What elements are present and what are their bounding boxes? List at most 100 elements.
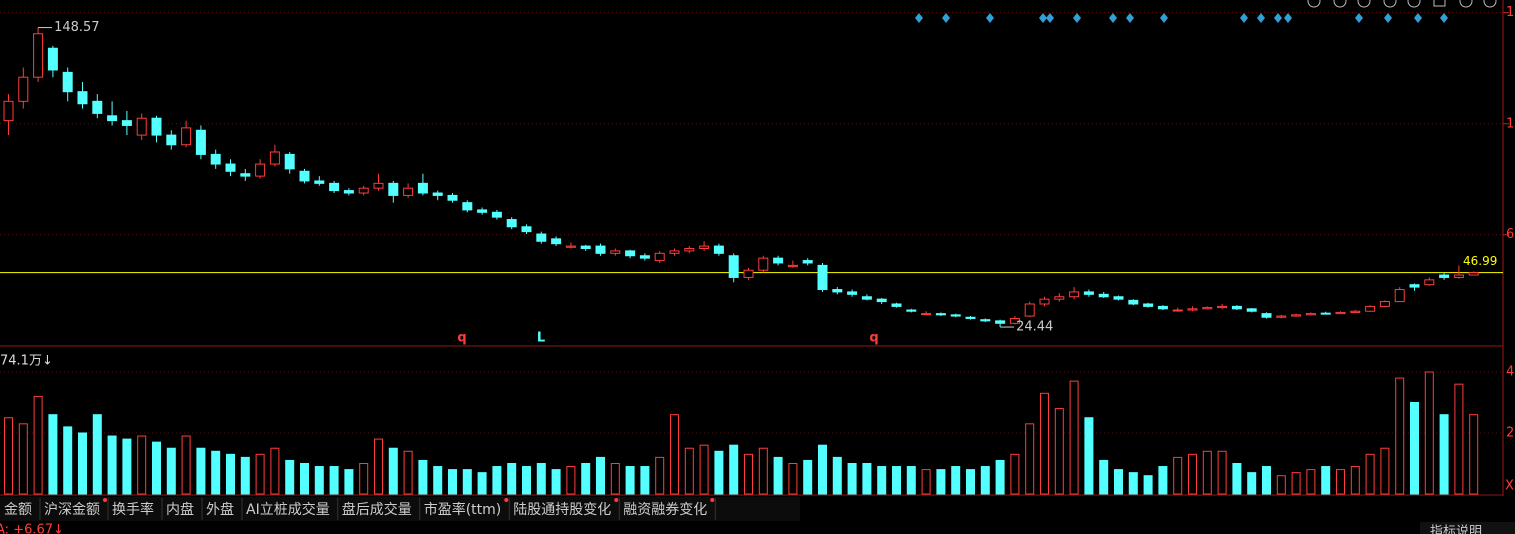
- tab-strip: [0, 497, 800, 521]
- candle-body: [625, 250, 636, 257]
- candle-body: [432, 192, 443, 196]
- candle-body: [77, 91, 88, 105]
- candle-body: [151, 117, 162, 136]
- candle-body: [1261, 313, 1272, 318]
- volume-bar: [314, 466, 324, 495]
- tab[interactable]: 金额: [4, 502, 32, 518]
- volume-bar: [1010, 453, 1020, 495]
- candle-body: [906, 309, 917, 312]
- tab-dot: [504, 498, 509, 502]
- volume-bar: [1410, 401, 1419, 495]
- candle-body: [314, 180, 325, 184]
- close-button[interactable]: X: [1505, 479, 1514, 494]
- indicator-value: A: +6.67↓: [0, 523, 64, 534]
- tab[interactable]: 沪深金额: [44, 502, 100, 518]
- volume-bar: [551, 469, 561, 495]
- tab[interactable]: 市盈率(ttm): [424, 501, 502, 518]
- toolbar-icons: [1307, 0, 1497, 8]
- candle-body: [107, 115, 118, 122]
- tab-dot: [710, 498, 715, 502]
- volume-bar: [625, 466, 635, 495]
- icon[interactable]: [1459, 0, 1473, 8]
- volume-bar: [462, 469, 472, 495]
- candle-body: [639, 255, 650, 259]
- signal-diamond: [1257, 13, 1265, 23]
- icon[interactable]: [1383, 0, 1397, 8]
- volume-bar: [936, 469, 946, 495]
- volume-bar: [980, 466, 990, 495]
- signal-diamond: [1126, 13, 1134, 23]
- candle-body: [240, 173, 251, 177]
- candle-body: [1083, 291, 1094, 295]
- candle-body: [1379, 301, 1390, 307]
- candle-body: [255, 163, 266, 177]
- volume-bar: [655, 456, 665, 495]
- volume-bar: [152, 441, 161, 495]
- volume-bar: [1247, 472, 1257, 495]
- volume-bar: [18, 423, 28, 495]
- icon[interactable]: [1307, 0, 1321, 8]
- candle-body: [995, 320, 1006, 324]
- volume-bar: [403, 450, 413, 495]
- signal-diamond: [1073, 13, 1081, 23]
- candle-body: [506, 219, 517, 228]
- candle-body: [1276, 315, 1287, 318]
- price-line-label: 46.99: [1463, 254, 1497, 268]
- tab[interactable]: 内盘: [166, 501, 194, 518]
- volume-bar: [433, 466, 443, 495]
- tab[interactable]: 换手率: [112, 501, 154, 518]
- tab[interactable]: 融资融券变化: [623, 502, 707, 518]
- candle-body: [699, 245, 710, 249]
- volume-bar: [33, 395, 43, 495]
- volume-bar: [906, 466, 916, 495]
- candle-body: [1305, 313, 1316, 316]
- icon[interactable]: [1333, 0, 1347, 8]
- tab[interactable]: AI立桩成交量: [246, 501, 330, 518]
- candle-body: [1468, 272, 1479, 276]
- candle-body: [935, 313, 946, 316]
- volume-bar: [137, 435, 147, 495]
- volume-bar: [536, 462, 546, 495]
- volume-bar: [951, 466, 961, 495]
- volume-bar: [1291, 472, 1301, 495]
- candle-body: [62, 71, 73, 93]
- volume-bar: [329, 466, 339, 495]
- volume-bar: [1054, 408, 1064, 495]
- volume-bar: [270, 447, 280, 495]
- tab[interactable]: 盘后成交量: [342, 501, 412, 518]
- signal-diamond: [1414, 13, 1422, 23]
- candle-body: [92, 100, 103, 114]
- y-tick-label: 6: [1506, 227, 1514, 242]
- tab[interactable]: 陆股通持股变化: [513, 502, 611, 518]
- icon[interactable]: [1407, 0, 1421, 8]
- tab[interactable]: 外盘: [206, 501, 234, 518]
- candle-body: [832, 289, 843, 293]
- volume-bar: [92, 414, 102, 495]
- candle-body: [284, 153, 295, 170]
- candle-body: [565, 245, 576, 248]
- help-box: [1420, 522, 1515, 534]
- candle-body: [1054, 296, 1065, 300]
- candle-body: [1394, 289, 1405, 303]
- help-link[interactable]: 指标说明: [1430, 525, 1482, 534]
- volume-bar: [166, 447, 176, 495]
- candle-body: [1365, 305, 1376, 312]
- candle-body: [950, 314, 961, 317]
- candle-body: [1231, 305, 1242, 310]
- volume-bar: [1232, 462, 1242, 495]
- signal-diamond: [1274, 13, 1282, 23]
- signal-diamond: [986, 13, 994, 23]
- icon[interactable]: [1357, 0, 1371, 8]
- volume-bar: [1276, 475, 1286, 495]
- candle-body: [1024, 303, 1035, 317]
- candle-body: [33, 33, 44, 78]
- candle-body: [299, 170, 310, 182]
- signal-diamond: [1384, 13, 1392, 23]
- icon[interactable]: [1483, 0, 1497, 8]
- candle-body: [1143, 303, 1154, 307]
- icon[interactable]: [1433, 0, 1446, 7]
- candle-body: [1128, 299, 1139, 305]
- candle-body: [876, 298, 887, 303]
- candle-body: [847, 291, 858, 295]
- candle-body: [1069, 291, 1080, 298]
